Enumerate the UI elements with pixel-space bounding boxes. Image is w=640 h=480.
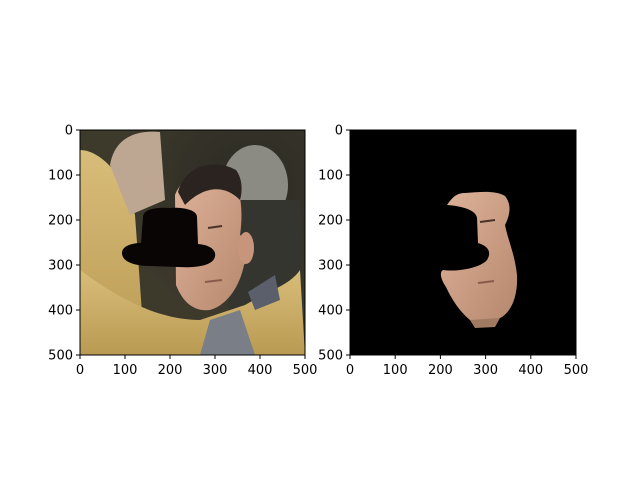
- left-y-ticks: 0 100 200 300 400 500: [48, 124, 80, 364]
- left-y-tick-label: 500: [48, 349, 73, 364]
- left-image-panel: 0 100 200 300 400 500 0 100 200 300 400 500: [48, 124, 317, 379]
- shirt-detail: [248, 275, 280, 310]
- left-image: [80, 130, 305, 355]
- left-x-tick-label: 400: [248, 363, 273, 378]
- right-y-tick-label: 300: [318, 259, 343, 274]
- hair: [178, 164, 242, 205]
- left-y-tick-label: 400: [48, 304, 73, 319]
- main-person-jacket: [80, 270, 305, 355]
- right-x-tick-label: 300: [473, 363, 498, 378]
- right-x-tick-label: 500: [564, 363, 589, 378]
- left-x-tick-label: 0: [76, 363, 84, 378]
- right-y-tick-label: 400: [318, 304, 343, 319]
- right-y-tick-label: 500: [318, 349, 343, 364]
- right-x-ticks: 0 100 200 300 400 500: [346, 355, 589, 378]
- left-axes-frame: [79, 129, 306, 356]
- ear: [238, 232, 254, 264]
- face: [175, 171, 249, 311]
- left-x-tick-label: 300: [203, 363, 228, 378]
- mouth: [204, 279, 223, 283]
- left-x-tick-label: 200: [158, 363, 183, 378]
- segmented-mouth: [477, 280, 495, 284]
- left-y-tick-label: 300: [48, 259, 73, 274]
- segmented-eye: [479, 219, 496, 223]
- segmented-face: [440, 191, 518, 324]
- left-x-tick-label: 500: [293, 363, 318, 378]
- right-x-tick-label: 100: [383, 363, 408, 378]
- right-y-tick-label: 200: [318, 214, 343, 229]
- left-y-tick-label: 0: [65, 124, 73, 139]
- left-y-tick-label: 200: [48, 214, 73, 229]
- left-y-tick-label: 100: [48, 169, 73, 184]
- left-x-tick-label: 100: [113, 363, 138, 378]
- raised-arm: [110, 131, 165, 215]
- mask-background: [350, 130, 576, 355]
- right-x-tick-label: 200: [428, 363, 453, 378]
- right-image: [350, 130, 576, 355]
- right-x-tick-label: 0: [346, 363, 354, 378]
- right-axes-frame: [349, 129, 577, 356]
- hat-overlay: [122, 207, 216, 268]
- segmented-chin: [470, 318, 500, 328]
- right-x-tick-label: 400: [518, 363, 543, 378]
- shirt-collar: [200, 310, 255, 355]
- eye: [207, 225, 223, 229]
- right-y-tick-label: 0: [335, 124, 343, 139]
- right-image-panel: 0 100 200 300 400 500 0 100 200 300 400 500: [318, 124, 588, 379]
- left-x-ticks: 0 100 200 300 400 500: [76, 355, 318, 378]
- right-y-tick-label: 100: [318, 169, 343, 184]
- right-y-ticks: 0 100 200 300 400 500: [318, 124, 350, 364]
